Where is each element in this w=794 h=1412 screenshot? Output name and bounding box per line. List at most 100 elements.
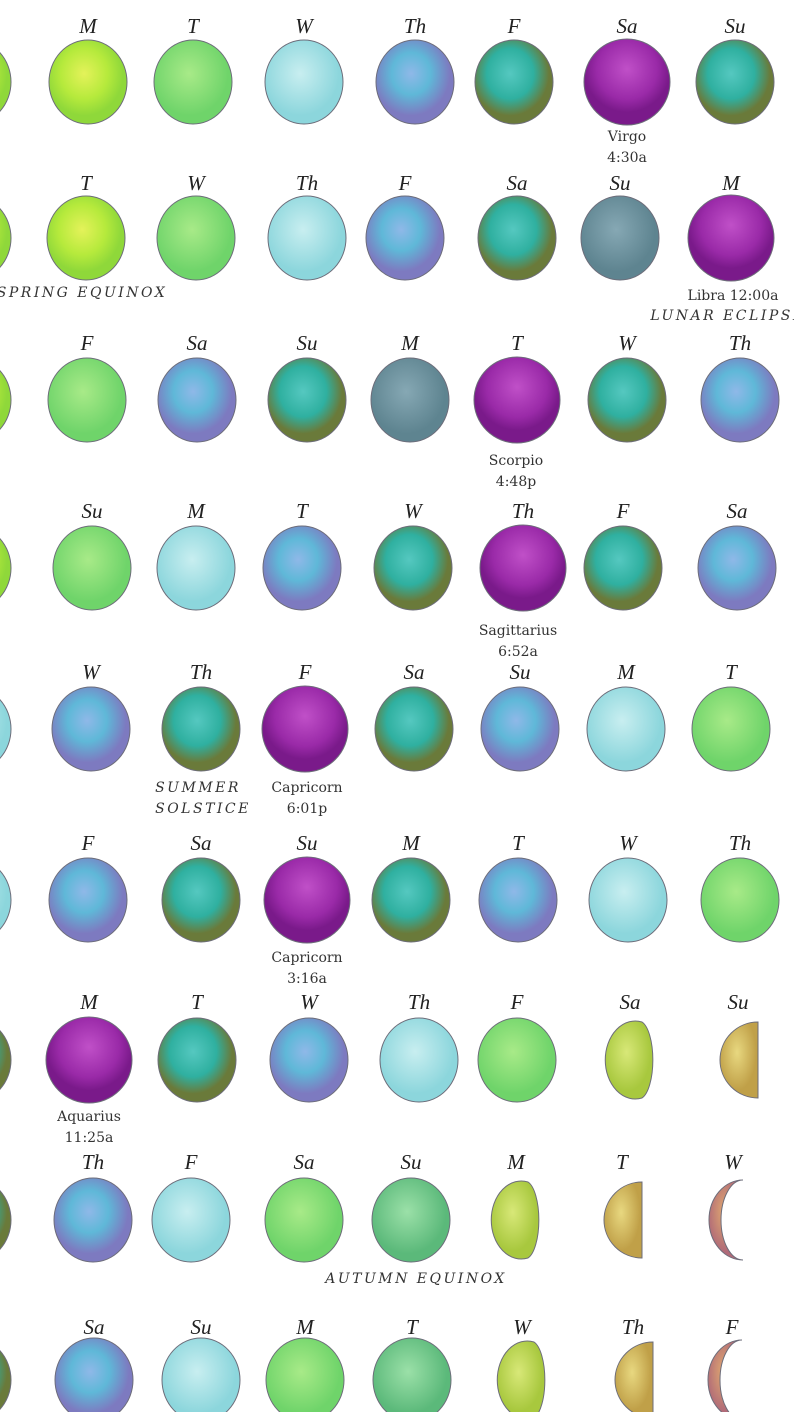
moon (156, 195, 236, 281)
moon (374, 686, 454, 772)
day-label: M (400, 331, 420, 355)
moon (0, 1350, 12, 1410)
moon (583, 525, 663, 611)
day-label: Su (510, 660, 531, 684)
moon (477, 195, 557, 281)
day-label: F (298, 660, 312, 684)
full-moon (687, 194, 775, 282)
day-label: T (512, 831, 525, 855)
moon (0, 208, 12, 268)
day-label: W (300, 990, 320, 1014)
day-label: Sa (191, 831, 212, 855)
day-label: M (78, 14, 98, 38)
day-label: Th (512, 499, 534, 523)
moon (157, 1017, 237, 1103)
moon (262, 525, 342, 611)
crescent-moon (707, 1339, 743, 1412)
day-label: Th (622, 1315, 644, 1339)
moon (0, 52, 12, 112)
half-moon (719, 1021, 759, 1099)
moon (478, 857, 558, 943)
moon-note: 4:30a (607, 150, 647, 166)
moon (477, 1017, 557, 1103)
day-label: Th (404, 14, 426, 38)
moon (52, 525, 132, 611)
day-label: Sa (727, 499, 748, 523)
day-label: Sa (617, 14, 638, 38)
moon-note: 4:48p (496, 474, 536, 490)
day-label: Sa (294, 1150, 315, 1174)
moon (151, 1177, 231, 1263)
moon (0, 370, 12, 430)
moon (586, 686, 666, 772)
day-label: Sa (84, 1315, 105, 1339)
day-label: Su (191, 1315, 212, 1339)
event-label: LUNAR ECLIPSE (649, 308, 794, 324)
day-label: T (191, 990, 204, 1014)
moon (691, 686, 771, 772)
moon (156, 525, 236, 611)
day-label: W (295, 14, 315, 38)
day-label: Sa (620, 990, 641, 1014)
day-label: W (513, 1315, 533, 1339)
full-moon (473, 356, 561, 444)
day-label: Su (728, 990, 749, 1014)
moon (46, 195, 126, 281)
moon-note: Sagittarius (479, 623, 557, 639)
moon (48, 857, 128, 943)
day-label: W (187, 171, 207, 195)
moon-note: Libra 12:00a (688, 288, 779, 304)
moon-note: Virgo (607, 129, 646, 145)
day-label: F (616, 499, 630, 523)
moon (371, 1177, 451, 1263)
day-label: Su (610, 171, 631, 195)
day-label: M (79, 990, 99, 1014)
moon-note: 11:25a (65, 1130, 114, 1146)
moon-note: Capricorn (271, 780, 342, 796)
gibbous-moon (490, 1180, 540, 1260)
moon-note: 6:01p (287, 801, 327, 817)
day-label: M (186, 499, 206, 523)
moon (161, 1337, 241, 1412)
day-label: W (618, 331, 638, 355)
moon (0, 1030, 12, 1090)
day-label: F (507, 14, 521, 38)
half-moon (614, 1341, 654, 1412)
moon-note: 3:16a (287, 971, 327, 987)
day-label: Th (82, 1150, 104, 1174)
moon (161, 857, 241, 943)
moon (0, 699, 12, 759)
day-label: Sa (404, 660, 425, 684)
day-label: Sa (507, 171, 528, 195)
moon (157, 357, 237, 443)
day-label: T (511, 331, 524, 355)
day-label: W (724, 1150, 744, 1174)
full-moon (263, 856, 351, 944)
day-label: F (398, 171, 412, 195)
day-label: Su (297, 331, 318, 355)
moon (265, 1337, 345, 1412)
moon (372, 1337, 452, 1412)
day-label: Su (401, 1150, 422, 1174)
day-label: F (81, 831, 95, 855)
day-label: M (616, 660, 636, 684)
day-label: M (401, 831, 421, 855)
moon (51, 686, 131, 772)
moon (0, 538, 12, 598)
moon-note: Scorpio (489, 453, 543, 469)
event-label: SOLSTICE (155, 801, 251, 817)
event-label: AUTUMN EQUINOX (323, 1271, 507, 1287)
day-label: T (406, 1315, 419, 1339)
moon (269, 1017, 349, 1103)
day-label: T (725, 660, 738, 684)
crescent-moon (708, 1179, 744, 1261)
moon (588, 857, 668, 943)
day-label: T (296, 499, 309, 523)
half-moon (603, 1181, 643, 1259)
moon (373, 525, 453, 611)
moon (267, 357, 347, 443)
day-label: Sa (187, 331, 208, 355)
moon (379, 1017, 459, 1103)
gibbous-moon (604, 1020, 654, 1100)
